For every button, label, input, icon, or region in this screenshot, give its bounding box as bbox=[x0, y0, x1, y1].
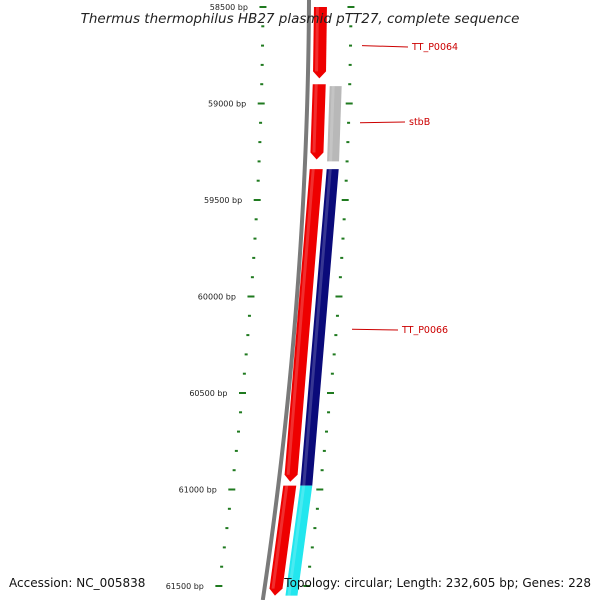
feature-6[interactable] bbox=[285, 485, 313, 596]
gene-label[interactable]: TT_P0066 bbox=[401, 325, 448, 336]
ruler-label: 59000 bp bbox=[208, 100, 246, 109]
feature-highlight bbox=[315, 7, 319, 72]
feature-highlight bbox=[271, 485, 289, 589]
gene-callout-stbb[interactable]: stbB bbox=[359, 117, 430, 128]
feature-layer bbox=[269, 7, 342, 596]
ruler-ticks bbox=[215, 6, 355, 587]
callout-line bbox=[361, 45, 409, 48]
gene-label[interactable]: stbB bbox=[409, 117, 430, 128]
feature-0[interactable] bbox=[313, 7, 327, 79]
topology-text: Topology: circular; Length: 232,605 bp; … bbox=[283, 576, 591, 590]
feature-body[interactable] bbox=[327, 86, 342, 162]
callout-line bbox=[351, 328, 399, 331]
ruler-label: 59500 bp bbox=[204, 196, 242, 205]
gene-callout-tt_p0064[interactable]: TT_P0064 bbox=[361, 42, 458, 53]
feature-body[interactable] bbox=[300, 169, 339, 486]
feature-highlight bbox=[329, 86, 335, 162]
feature-highlight bbox=[312, 84, 318, 153]
ruler-label: 61000 bp bbox=[179, 486, 217, 495]
accession-text: Accession: NC_005838 bbox=[9, 576, 145, 590]
feature-body[interactable] bbox=[269, 485, 297, 596]
feature-body[interactable] bbox=[285, 485, 313, 596]
backbone-layer bbox=[260, 0, 311, 600]
gene-label[interactable]: TT_P0064 bbox=[411, 42, 458, 53]
feature-4[interactable] bbox=[300, 169, 339, 486]
feature-2[interactable] bbox=[327, 86, 342, 162]
ruler-label: 61500 bp bbox=[166, 582, 204, 591]
ruler-label: 58500 bp bbox=[210, 3, 248, 12]
feature-3[interactable] bbox=[284, 169, 323, 482]
callout-line bbox=[359, 121, 406, 124]
feature-body[interactable] bbox=[284, 169, 323, 482]
feature-1[interactable] bbox=[310, 84, 326, 160]
ruler-label: 60000 bp bbox=[198, 293, 236, 302]
backbone-line bbox=[260, 0, 311, 600]
feature-body[interactable] bbox=[313, 7, 327, 79]
gene-callout-tt_p0066[interactable]: TT_P0066 bbox=[351, 325, 448, 336]
map-title: Thermus thermophilus HB27 plasmid pTT27,… bbox=[81, 11, 520, 27]
feature-highlight bbox=[287, 485, 306, 596]
ruler-label: 60500 bp bbox=[189, 389, 227, 398]
feature-5[interactable] bbox=[269, 485, 297, 596]
feature-highlight bbox=[302, 169, 332, 486]
feature-body[interactable] bbox=[310, 84, 326, 160]
feature-highlight bbox=[286, 169, 315, 475]
ruler-labels: 58500 bp 59000 bp 59500 bp 60000 bp 60500 bp… bbox=[166, 3, 248, 591]
gene-callouts: TT_P0064 stbB TT_P0066 bbox=[351, 42, 458, 336]
